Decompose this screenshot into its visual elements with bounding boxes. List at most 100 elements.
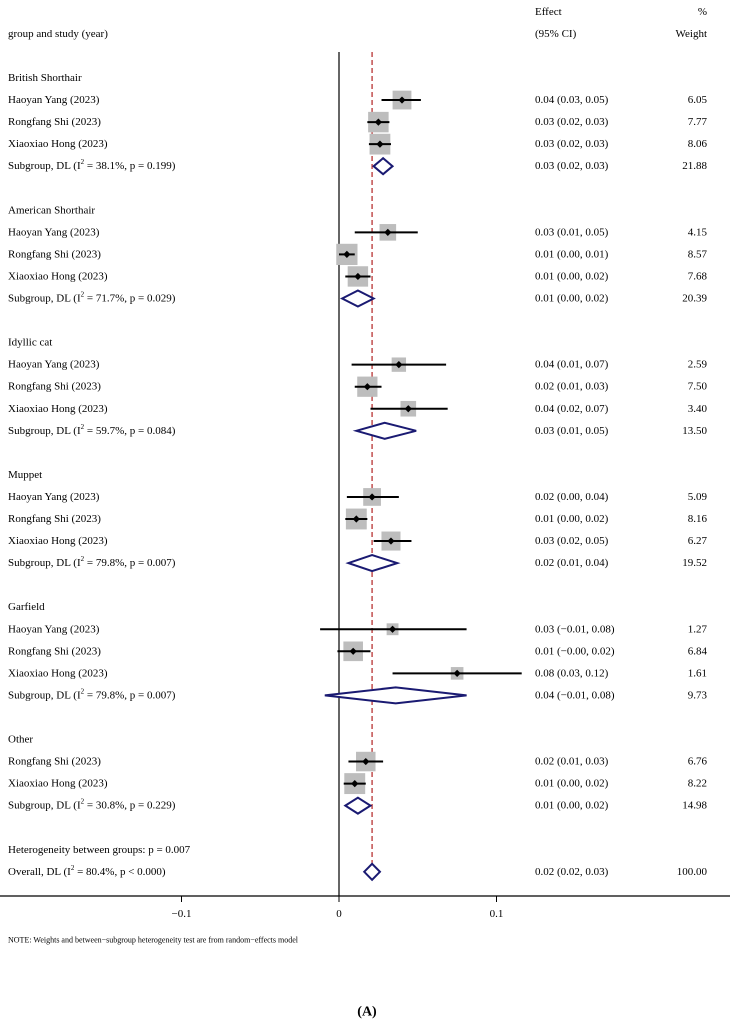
study-label: Haoyan Yang (2023) <box>8 359 100 371</box>
weight-text: 8.57 <box>688 248 708 260</box>
subgroup-label: Subgroup, DL (I2 = 71.7%, p = 0.029) <box>8 291 176 305</box>
point-estimate <box>351 780 359 788</box>
subgroup-label: Subgroup, DL (I2 = 59.7%, p = 0.084) <box>8 423 176 437</box>
weight-text: 8.22 <box>688 778 707 790</box>
subgroup-ci-text: 0.01 (0.00, 0.02) <box>535 800 609 812</box>
x-tick-label: 0.1 <box>490 908 504 920</box>
effect-ci-text: 0.02 (0.00, 0.04) <box>535 491 609 503</box>
weight-text: 4.15 <box>688 226 708 238</box>
effect-ci-text: 0.08 (0.03, 0.12) <box>535 667 609 679</box>
point-estimate <box>349 647 357 655</box>
effect-ci-text: 0.02 (0.01, 0.03) <box>535 381 609 393</box>
x-axis: −0.1 0 0.1 <box>0 895 730 920</box>
study-label: Haoyan Yang (2023) <box>8 94 100 106</box>
point-estimate <box>363 383 371 391</box>
subgroup-weight-text: 20.39 <box>682 293 707 305</box>
weight-text: 8.16 <box>688 513 708 525</box>
study-label: Rongfang Shi (2023) <box>8 116 101 128</box>
study-label: Haoyan Yang (2023) <box>8 623 100 635</box>
point-estimate <box>362 757 370 766</box>
header-effect: Effect <box>535 6 562 18</box>
weight-text: 7.50 <box>688 381 708 393</box>
subgroup-weight-text: 14.98 <box>682 800 707 812</box>
reference-lines <box>338 52 373 896</box>
point-estimate <box>354 272 362 281</box>
group-title: Idyllic cat <box>8 337 52 349</box>
study-label: Rongfang Shi (2023) <box>8 381 101 393</box>
effect-ci-text: 0.04 (0.03, 0.05) <box>535 94 609 106</box>
overall-ci-text: 0.02 (0.02, 0.03) <box>535 866 609 878</box>
weight-text: 1.61 <box>688 667 707 679</box>
point-estimate <box>376 140 384 148</box>
point-estimate <box>398 96 406 104</box>
header-weight: Weight <box>676 28 708 40</box>
subgroup-label: Subgroup, DL (I2 = 38.1%, p = 0.199) <box>8 158 176 172</box>
subgroup-ci-text: 0.02 (0.01, 0.04) <box>535 557 609 569</box>
point-estimate <box>343 250 351 258</box>
overall-label: Overall, DL (I2 = 80.4%, p < 0.000) <box>8 864 166 878</box>
header-study: group and study (year) <box>8 28 108 40</box>
weight-text: 7.68 <box>688 270 708 282</box>
group-title: British Shorthair <box>8 72 82 84</box>
subgroup-weight-text: 9.73 <box>688 689 708 701</box>
effect-ci-text: 0.01 (0.00, 0.01) <box>535 248 609 260</box>
weight-text: 2.59 <box>688 359 708 371</box>
subgroup-label: Subgroup, DL (I2 = 30.8%, p = 0.229) <box>8 798 176 812</box>
effect-ci-text: 0.02 (0.01, 0.03) <box>535 756 609 768</box>
overall-weight-text: 100.00 <box>677 866 708 878</box>
subgroup-ci-text: 0.03 (0.01, 0.05) <box>535 425 609 437</box>
weight-text: 8.06 <box>688 138 708 150</box>
subgroup-weight-text: 19.52 <box>682 557 707 569</box>
group-title: Garfield <box>8 601 45 613</box>
group-title: Other <box>8 734 33 746</box>
footnote: NOTE: Weights and between−subgroup heter… <box>8 936 299 945</box>
group-title: American Shorthair <box>8 204 95 216</box>
effect-ci-text: 0.03 (0.02, 0.05) <box>535 535 609 547</box>
subgroup-diamond <box>345 554 401 573</box>
point-estimate <box>384 228 392 236</box>
weight-text: 1.27 <box>688 623 708 635</box>
study-label: Xiaoxiao Hong (2023) <box>8 138 108 150</box>
point-estimate <box>404 405 412 413</box>
point-estimate <box>387 537 395 545</box>
effect-ci-text: 0.03 (−0.01, 0.08) <box>535 623 615 635</box>
effect-ci-text: 0.03 (0.02, 0.03) <box>535 138 609 150</box>
subgroup-weight-text: 13.50 <box>682 425 707 437</box>
point-estimate <box>388 625 397 633</box>
study-label: Xiaoxiao Hong (2023) <box>8 535 108 547</box>
point-estimate <box>352 515 360 523</box>
heterogeneity-text: Heterogeneity between groups: p = 0.007 <box>8 844 191 856</box>
effect-ci-text: 0.04 (0.02, 0.07) <box>535 403 609 415</box>
point-estimate <box>395 361 403 369</box>
effect-ci-text: 0.01 (0.00, 0.02) <box>535 513 609 525</box>
effect-ci-text: 0.03 (0.02, 0.03) <box>535 116 609 128</box>
point-estimate <box>453 669 461 677</box>
study-label: Haoyan Yang (2023) <box>8 491 100 503</box>
study-label: Rongfang Shi (2023) <box>8 248 101 260</box>
study-label: Rongfang Shi (2023) <box>8 645 101 657</box>
point-estimate <box>368 493 376 501</box>
forest-rows: British Shorthair Haoyan Yang (2023) 0.04 … <box>8 72 708 882</box>
subgroup-diamond <box>324 686 467 705</box>
weight-text: 5.09 <box>688 491 708 503</box>
weight-text: 7.77 <box>688 116 708 128</box>
subgroup-ci-text: 0.01 (0.00, 0.02) <box>535 293 609 305</box>
study-label: Xiaoxiao Hong (2023) <box>8 270 108 282</box>
effect-ci-text: 0.01 (−0.00, 0.02) <box>535 645 615 657</box>
subgroup-ci-text: 0.03 (0.02, 0.03) <box>535 160 609 172</box>
subgroup-label: Subgroup, DL (I2 = 79.8%, p = 0.007) <box>8 687 176 701</box>
effect-ci-text: 0.03 (0.01, 0.05) <box>535 226 609 238</box>
weight-text: 6.27 <box>688 535 708 547</box>
effect-ci-text: 0.01 (0.00, 0.02) <box>535 778 609 790</box>
study-label: Xiaoxiao Hong (2023) <box>8 403 108 415</box>
panel-label: (A) <box>357 1005 377 1020</box>
x-tick-label: 0 <box>336 908 342 920</box>
overall-diamond <box>362 862 382 882</box>
subgroup-diamond <box>352 421 417 440</box>
study-label: Haoyan Yang (2023) <box>8 226 100 238</box>
subgroup-label: Subgroup, DL (I2 = 79.8%, p = 0.007) <box>8 555 176 569</box>
study-label: Xiaoxiao Hong (2023) <box>8 667 108 679</box>
subgroup-diamond <box>372 156 395 176</box>
study-label: Rongfang Shi (2023) <box>8 756 101 768</box>
